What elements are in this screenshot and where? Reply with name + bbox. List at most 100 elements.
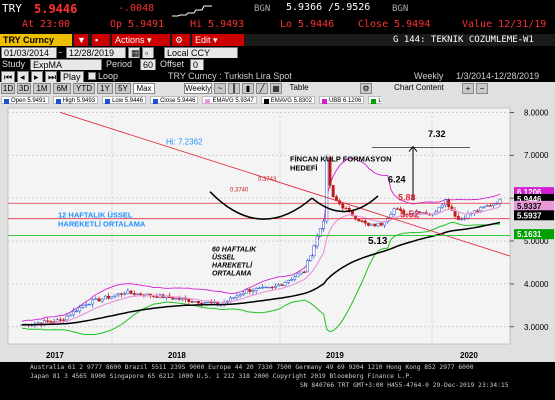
candle-body xyxy=(318,228,322,237)
candle-body xyxy=(488,205,492,207)
legend-item[interactable]: Low 5.9446 xyxy=(102,96,147,104)
candle-body xyxy=(261,286,265,289)
range-button-5y[interactable]: 5Y xyxy=(115,83,131,94)
y-tick-label: 8.0000 xyxy=(524,108,549,117)
candle-body xyxy=(68,314,72,317)
lower-band-line xyxy=(21,221,501,336)
page-title: G 144: TEKNIK COZUMLEME-W1 xyxy=(393,35,534,45)
footer-contacts-2: Japan 81 3 4565 8900 Singapore 65 6212 1… xyxy=(30,373,413,380)
candle-body xyxy=(62,319,66,321)
legend-swatch xyxy=(55,98,61,104)
price-tag xyxy=(514,229,554,240)
security-dropdown-button[interactable]: ▼ xyxy=(74,34,88,46)
chart-content-button[interactable]: Chart Content xyxy=(394,83,444,92)
candle-body xyxy=(75,310,78,313)
range-button-3d[interactable]: 3D xyxy=(17,83,31,94)
candle-body xyxy=(113,294,117,297)
loop-checkbox[interactable] xyxy=(88,72,96,80)
print-icon[interactable]: ▪ xyxy=(92,34,110,46)
offset-input[interactable]: 0 xyxy=(190,59,204,71)
edit-menu[interactable]: Edit ▾ xyxy=(192,34,244,46)
legend-swatch xyxy=(153,98,159,104)
candle-body xyxy=(193,301,197,303)
candle-body xyxy=(238,294,242,297)
actions-menu[interactable]: Actions ▾ xyxy=(112,34,170,46)
bar-icon[interactable]: ▮ xyxy=(242,83,254,94)
low-price: Lo 5.9446 xyxy=(280,19,335,30)
candle-body xyxy=(370,223,374,226)
range-button-ytd[interactable]: YTD xyxy=(73,83,95,94)
settings-icon[interactable]: ⚙ xyxy=(360,83,372,94)
candle-body xyxy=(129,290,133,294)
candle-body xyxy=(293,276,297,280)
candle-body xyxy=(492,203,496,206)
source-label: BGN xyxy=(254,4,271,14)
value-date: Value 12/31/19 xyxy=(462,19,547,30)
table-button[interactable]: Table xyxy=(289,83,309,92)
legend-item[interactable]: High 5.9493 xyxy=(52,96,99,104)
candle-body xyxy=(325,157,329,222)
draw-icon[interactable]: ╱ xyxy=(256,83,268,94)
candle-body xyxy=(110,296,114,299)
legend-item[interactable]: EMAVG 5.8302 xyxy=(260,96,315,104)
close-price: Close 5.9494 xyxy=(358,19,431,30)
security-field[interactable]: TRY Curncy xyxy=(0,34,72,46)
y-tick-label: 4.0000 xyxy=(524,280,549,289)
price-tag xyxy=(514,193,554,204)
legend-item[interactable]: LBB 5.1631 xyxy=(368,96,381,104)
candle-body xyxy=(171,297,175,300)
frequency-select[interactable]: Weekly xyxy=(184,83,212,94)
quote-header: TRY 5.9446 -.0048 BGN 5.9366 /5.9526 BGN… xyxy=(0,0,555,34)
candle-body xyxy=(277,284,281,287)
legend-item[interactable]: UBB 6.1206 xyxy=(318,96,365,104)
footer-session: SN 840766 TRT GMT+3:00 H455-4764-0 29-De… xyxy=(300,382,509,389)
range-button-1d[interactable]: 1D xyxy=(1,83,15,94)
legend-item[interactable]: Open 5.9491 xyxy=(1,96,49,104)
price-tag-label: 5.5937 xyxy=(517,211,542,220)
command-toolbar: TRY Curncy ▼ ▪ Actions ▾ ⚙ Edit ▾ G 144:… xyxy=(0,34,555,46)
candle-body xyxy=(360,220,364,222)
range-button-max[interactable]: Max xyxy=(133,83,155,94)
candle-body xyxy=(126,290,130,295)
gear-icon[interactable]: ⚙ xyxy=(172,34,190,46)
legend-swatch xyxy=(105,98,111,104)
candle-body xyxy=(476,210,479,212)
candle-body xyxy=(267,286,271,289)
candle-body xyxy=(97,298,101,302)
candle-body xyxy=(232,297,236,299)
candle-body xyxy=(299,271,303,275)
range-button-1y[interactable]: 1Y xyxy=(97,83,113,94)
table-icon[interactable]: ▦ xyxy=(270,83,282,94)
candle-body xyxy=(196,301,200,304)
legend-swatch xyxy=(205,98,211,104)
legend-swatch xyxy=(263,98,269,104)
zoom-out-icon[interactable]: − xyxy=(476,83,488,94)
ticker-symbol: TRY xyxy=(2,2,22,15)
price-tag-label: 6.1206 xyxy=(517,188,542,197)
candle-body xyxy=(373,223,377,227)
play-button[interactable]: Play xyxy=(60,71,84,83)
legend-item[interactable]: Close 5.9446 xyxy=(150,96,199,104)
line-chart-icon[interactable]: ~ xyxy=(214,83,226,94)
candle-body xyxy=(187,298,191,302)
candle-body xyxy=(107,295,111,299)
handle-arc xyxy=(311,195,379,213)
candle-body xyxy=(485,205,489,207)
candle-body xyxy=(440,204,444,208)
range-button-1m[interactable]: 1M xyxy=(33,83,51,94)
legend-label: Open 5.9491 xyxy=(11,98,46,104)
price-chart[interactable]: 8.00007.00006.00005.00004.00003.00002017… xyxy=(0,106,555,362)
legend-label: High 5.9493 xyxy=(62,98,96,104)
zoom-in-icon[interactable]: + xyxy=(462,83,474,94)
price-tag-label: 5.1631 xyxy=(517,230,542,239)
candle-body xyxy=(399,208,403,211)
high-label: Hi: 7.2362 xyxy=(166,137,203,146)
x-axis-label: 2017 xyxy=(46,351,64,360)
candle-body xyxy=(213,301,216,303)
offset-label: Offset xyxy=(160,59,184,69)
candle-body xyxy=(119,293,123,295)
legend-item[interactable]: EMAVG 5.9347 xyxy=(202,96,257,104)
candle-icon[interactable]: ┃ xyxy=(228,83,240,94)
range-button-6m[interactable]: 6M xyxy=(53,83,71,94)
candle-body xyxy=(200,302,204,305)
